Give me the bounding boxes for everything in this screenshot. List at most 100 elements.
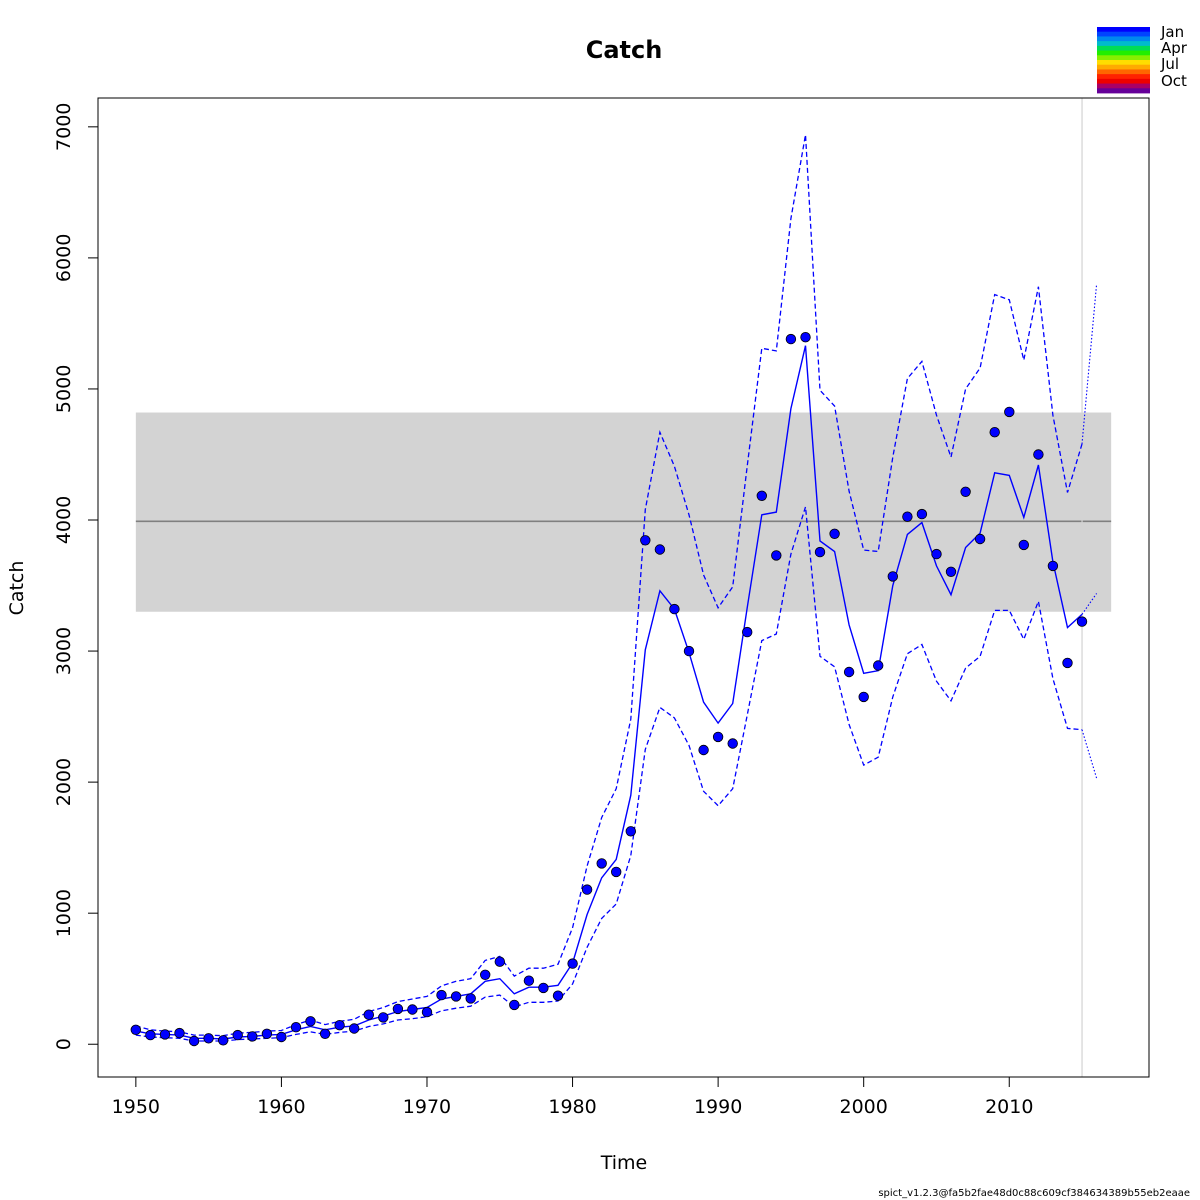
y-tick-label: 4000 — [53, 496, 75, 544]
y-tick-label: 3000 — [53, 627, 75, 675]
observed-point — [902, 511, 913, 522]
observed-point — [538, 982, 549, 994]
y-axis-label: Catch — [6, 561, 28, 616]
observed-point — [785, 333, 797, 345]
version-footnote: spict_v1.2.3@fa5b2fae48d0c88c609cf384634… — [878, 1188, 1190, 1199]
observed-point — [407, 1004, 418, 1015]
legend-label-apr: Apr — [1161, 39, 1188, 57]
month-color-legend: Jan Apr Jul Oct — [1097, 23, 1188, 94]
x-tick-label: 1950 — [112, 1096, 160, 1118]
observed-point — [887, 571, 899, 582]
observed-point — [450, 991, 462, 1002]
observed-point — [640, 535, 651, 546]
legend-swatch — [1097, 74, 1150, 80]
observed-point — [509, 999, 520, 1011]
observed-point — [1018, 539, 1030, 551]
observed-point — [188, 1035, 200, 1047]
observed-point — [217, 1035, 229, 1046]
observed-point — [567, 958, 578, 969]
observed-point — [654, 544, 666, 555]
observed-point — [960, 486, 971, 498]
observed-point — [727, 738, 738, 749]
x-tick-label: 2010 — [985, 1096, 1033, 1118]
observed-point — [974, 533, 986, 545]
x-tick-label: 1970 — [403, 1096, 451, 1118]
legend-label-oct: Oct — [1161, 72, 1187, 90]
legend-swatch — [1097, 31, 1150, 37]
observed-point — [290, 1021, 302, 1033]
observed-point — [319, 1028, 331, 1040]
lower-ci-line — [135, 506, 1083, 1042]
legend-swatch — [1097, 45, 1150, 51]
observed-point — [130, 1024, 142, 1036]
observed-point — [800, 332, 811, 343]
x-tick-label: 1980 — [548, 1096, 596, 1118]
y-tick-label: 7000 — [53, 103, 75, 151]
observed-point — [261, 1028, 273, 1040]
legend-swatch — [1097, 78, 1150, 84]
observed-point — [829, 528, 840, 540]
x-axis-label: Time — [600, 1152, 648, 1174]
observed-point — [611, 866, 622, 878]
y-tick-label: 2000 — [53, 758, 75, 806]
legend-swatch — [1097, 83, 1150, 89]
observed-point — [1033, 449, 1044, 460]
observed-point — [494, 956, 506, 967]
legend-swatch — [1097, 88, 1150, 94]
observed-point — [276, 1031, 287, 1043]
observed-point — [480, 969, 491, 981]
observed-point — [552, 990, 564, 1001]
observed-point — [858, 691, 869, 703]
x-tick-label: 1960 — [257, 1096, 305, 1118]
observed-point — [873, 660, 884, 671]
observed-point — [232, 1029, 243, 1041]
y-tick-label: 1000 — [53, 889, 75, 937]
observed-point — [349, 1023, 360, 1034]
observed-point — [843, 666, 855, 678]
forecast-upper-line — [1081, 284, 1098, 445]
observed-point — [363, 1009, 375, 1020]
observed-point — [1062, 657, 1073, 669]
observed-point — [145, 1029, 156, 1041]
observed-point — [771, 550, 782, 561]
x-tick-label: 2000 — [840, 1096, 888, 1118]
observed-point — [465, 993, 476, 1004]
legend-swatch — [1097, 36, 1150, 42]
observed-points — [130, 332, 1088, 1047]
observed-point — [945, 566, 957, 578]
observed-point — [523, 975, 535, 986]
legend-swatch — [1097, 69, 1150, 75]
observed-point — [596, 858, 607, 869]
legend-label-jan: Jan — [1160, 23, 1184, 41]
y-axis: 0 1000 2000 3000 4000 5000 6000 7000 — [53, 103, 99, 1050]
x-tick-label: 1990 — [694, 1096, 742, 1118]
legend-swatch — [1097, 27, 1150, 33]
x-axis: 1950 1960 1970 1980 1990 2000 2010 — [112, 1076, 1033, 1118]
observed-point — [334, 1019, 345, 1031]
observed-point — [581, 884, 593, 895]
observed-point — [378, 1012, 389, 1023]
observed-point — [436, 989, 447, 1001]
observed-point — [1076, 616, 1088, 627]
observed-point — [916, 508, 928, 520]
y-tick-label: 5000 — [53, 365, 75, 413]
observed-point — [756, 490, 768, 502]
y-tick-label: 0 — [53, 1038, 75, 1050]
observed-point — [989, 427, 1000, 438]
legend-color-bar — [1097, 27, 1150, 94]
observed-point — [203, 1033, 214, 1044]
observed-point — [305, 1016, 316, 1027]
observed-point — [1004, 406, 1015, 418]
observed-point — [742, 626, 753, 638]
observed-point — [814, 546, 826, 558]
observed-point — [1047, 560, 1059, 572]
observed-point — [669, 603, 680, 615]
legend-swatch — [1097, 64, 1150, 70]
y-tick-label: 6000 — [53, 234, 75, 282]
msy-confidence-band — [135, 412, 1112, 612]
observed-point — [174, 1027, 185, 1039]
observed-point — [421, 1006, 433, 1018]
forecast-lower-line — [1081, 729, 1098, 779]
observed-point — [683, 645, 695, 657]
